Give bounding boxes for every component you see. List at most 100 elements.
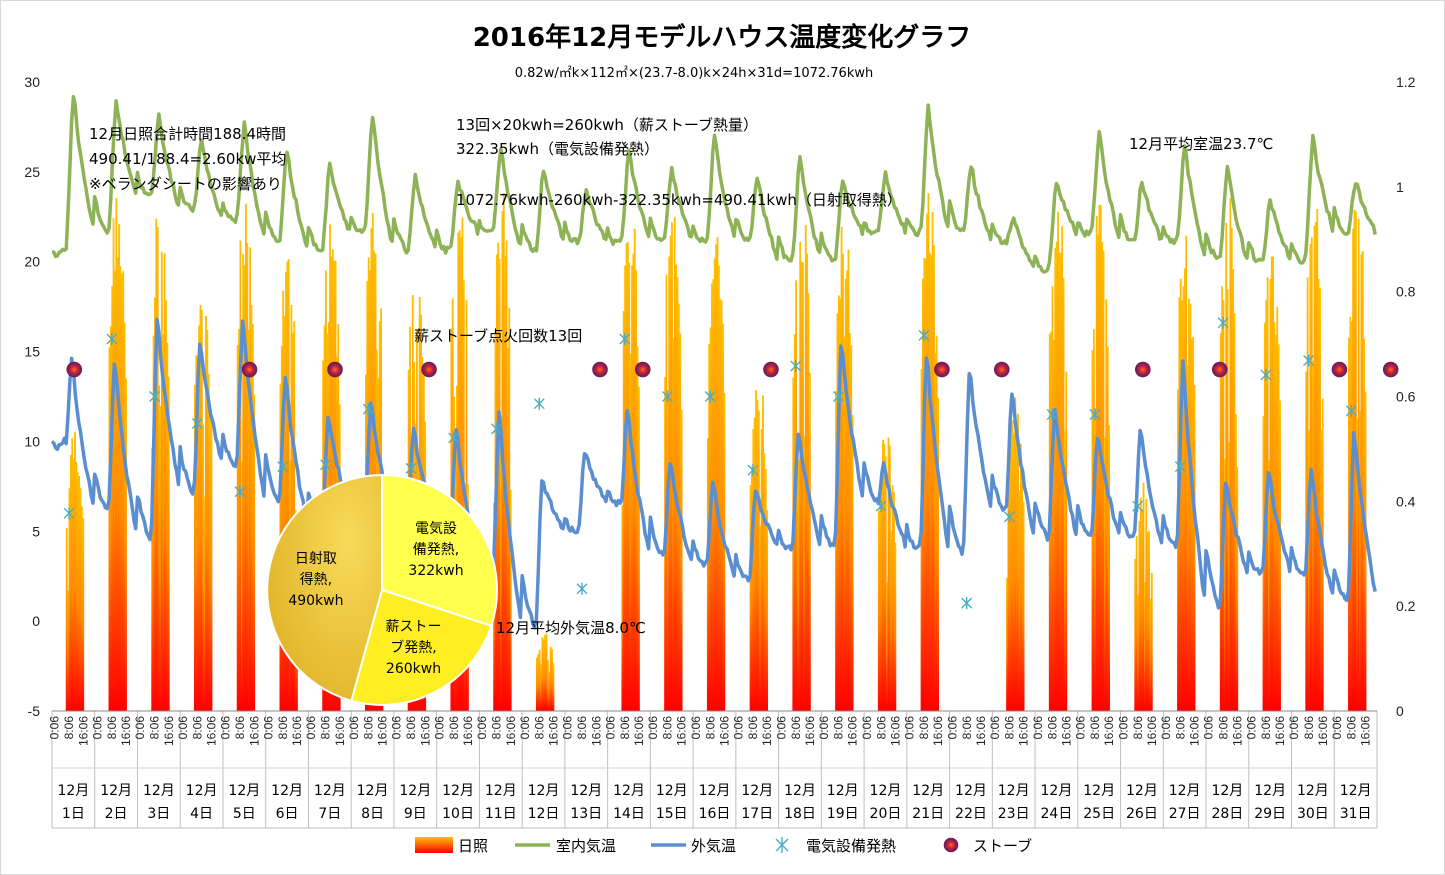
x-tick-label: 8:06 bbox=[190, 716, 204, 740]
sunshine-bar bbox=[282, 290, 285, 711]
sunshine-bar bbox=[82, 518, 85, 711]
sunshine-bar bbox=[839, 298, 842, 711]
sunshine-bar bbox=[891, 484, 894, 711]
electric-heat-point bbox=[234, 485, 246, 498]
indoor-temperature-line bbox=[51, 94, 1377, 274]
sunshine-bar bbox=[166, 342, 169, 711]
electric-heat-point bbox=[1174, 460, 1186, 473]
sunshine-bar bbox=[125, 378, 127, 711]
y-left-tick-label: 0 bbox=[32, 613, 40, 629]
month-label: 12月 bbox=[912, 783, 944, 799]
month-label: 12月 bbox=[528, 783, 560, 799]
sunshine-bar bbox=[1057, 211, 1059, 712]
sunshine-bar bbox=[1064, 431, 1066, 711]
sunshine-bar bbox=[931, 211, 934, 712]
pie-slice-label: 260kwh bbox=[386, 661, 441, 677]
sunshine-bar bbox=[203, 496, 206, 711]
sunshine-bar bbox=[624, 265, 627, 711]
legend-swatch-sunshine bbox=[415, 837, 453, 853]
sunshine-bar bbox=[1193, 384, 1196, 711]
sunshine-bar bbox=[1183, 268, 1186, 711]
stove-point bbox=[1382, 361, 1399, 378]
gridlines bbox=[51, 711, 1378, 829]
electric-heat-point bbox=[106, 332, 118, 345]
sunshine-bar bbox=[195, 355, 198, 711]
x-tick-label: 8:06 bbox=[319, 716, 333, 740]
electric-heat-point bbox=[1345, 404, 1357, 417]
sunshine-bar bbox=[537, 653, 540, 711]
sunshine-bar bbox=[1189, 303, 1192, 711]
sunshine-bar bbox=[840, 226, 843, 711]
sunshine-bar bbox=[1177, 389, 1179, 711]
sunshine-bar bbox=[933, 245, 935, 712]
sunshine-bar bbox=[1219, 333, 1222, 711]
month-label: 12月 bbox=[613, 783, 645, 799]
y-right-tick-label: 0.8 bbox=[1396, 284, 1416, 300]
month-label: 12月 bbox=[570, 783, 602, 799]
sunshine-bar bbox=[935, 335, 938, 711]
sunshine-bar bbox=[1017, 413, 1019, 711]
sunshine-bar bbox=[155, 218, 158, 712]
sunshine-bar bbox=[764, 469, 767, 711]
day-label: 6日 bbox=[276, 806, 299, 822]
sunshine-bar bbox=[1192, 336, 1195, 711]
sunshine-bar bbox=[552, 663, 555, 711]
sunshine-bar bbox=[1108, 424, 1110, 711]
x-tick-label: 16:06 bbox=[1102, 716, 1116, 746]
sunshine-bar bbox=[1306, 277, 1309, 711]
sunshine-bar bbox=[835, 390, 837, 711]
x-tick-label: 16:06 bbox=[418, 716, 432, 746]
sunshine-bar bbox=[1052, 339, 1055, 711]
x-tick-label: 0:06 bbox=[390, 716, 404, 740]
x-tick-label: 0:06 bbox=[475, 716, 489, 740]
sunshine-bar bbox=[808, 372, 811, 711]
sunshine-bar bbox=[752, 429, 755, 711]
sunshine-bar bbox=[154, 297, 156, 711]
sunshine-bar bbox=[120, 273, 123, 711]
day-label: 24日 bbox=[1041, 806, 1073, 822]
sunshine-bar bbox=[762, 395, 764, 711]
x-tick-label: 8:06 bbox=[233, 716, 247, 740]
sunshine-bar bbox=[882, 439, 884, 711]
sunshine-bar bbox=[928, 252, 931, 711]
sunshine-bar bbox=[756, 399, 759, 711]
sunshine-bar bbox=[930, 255, 933, 712]
y-left-tick-label: 10 bbox=[24, 433, 40, 449]
month-label: 12月 bbox=[1041, 783, 1073, 799]
sunshine-bar bbox=[210, 422, 213, 711]
sunshine-bar bbox=[804, 225, 807, 711]
electric-heat-point bbox=[1303, 354, 1315, 367]
electric-heat-series bbox=[63, 316, 1357, 610]
sunshine-bar bbox=[766, 510, 769, 711]
sunshine-bar bbox=[802, 262, 804, 711]
sunshine-bar bbox=[118, 224, 121, 711]
month-label: 12月 bbox=[741, 783, 773, 799]
sunshine-bar bbox=[1276, 306, 1279, 711]
month-label: 12月 bbox=[1083, 783, 1115, 799]
sunshine-bar bbox=[1279, 400, 1281, 711]
sunshine-bar bbox=[1015, 441, 1018, 711]
month-label: 12月 bbox=[186, 783, 218, 799]
x-tick-label: 16:06 bbox=[675, 716, 689, 746]
sunshine-bar bbox=[719, 298, 722, 711]
day-label: 12日 bbox=[528, 806, 560, 822]
electric-heat-point bbox=[1046, 408, 1058, 421]
sunshine-bar bbox=[245, 203, 247, 711]
x-tick-label: 16:06 bbox=[119, 716, 133, 746]
sunshine-bar bbox=[1105, 299, 1108, 711]
sunshine-bar bbox=[706, 437, 709, 711]
day-label: 26日 bbox=[1126, 806, 1158, 822]
sunshine-bar bbox=[239, 240, 242, 711]
outdoor-temperature-line bbox=[50, 317, 1377, 630]
legend-item-electric: 電気設備発熱 bbox=[775, 837, 896, 855]
day-label: 21日 bbox=[912, 806, 944, 822]
annotations: 12月日照合計時間188.4時間 490.41/188.4=2.60kw平均 ※… bbox=[89, 116, 1273, 637]
month-label: 12月 bbox=[442, 783, 474, 799]
sunshine-bar bbox=[626, 242, 629, 712]
sunshine-bar bbox=[628, 262, 631, 711]
day-label: 18日 bbox=[784, 806, 816, 822]
sunshine-bar bbox=[749, 484, 752, 711]
day-label: 2日 bbox=[105, 806, 128, 822]
sunshine-bar bbox=[206, 329, 209, 711]
pie-slice bbox=[381, 473, 499, 628]
